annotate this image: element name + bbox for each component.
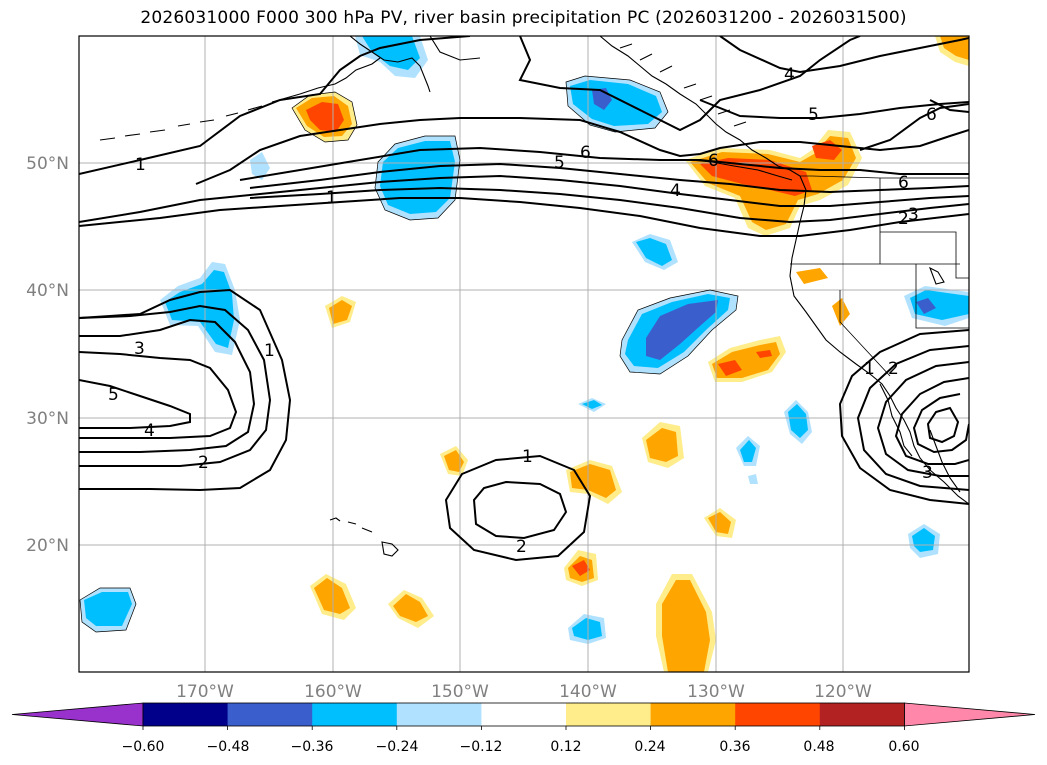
lon-label: 160°W: [304, 682, 362, 702]
lat-label: 20°N: [26, 536, 69, 556]
contour-label: 4: [670, 181, 681, 201]
colorbar-tick: −0.12: [460, 739, 503, 755]
contour-label: 1: [135, 155, 146, 175]
precip-anomaly-fill: [80, 36, 969, 672]
lat-labels: 50°N 40°N 30°N 20°N: [26, 154, 69, 556]
contour-label: 1: [522, 447, 533, 467]
colorbar-tick: 0.60: [888, 739, 919, 755]
colorbar-swatch: [481, 703, 567, 726]
contour-label: 5: [808, 105, 819, 125]
contour-label: 4: [784, 65, 795, 85]
lon-label: 120°W: [814, 682, 872, 702]
contour-label: 5: [554, 153, 565, 173]
colorbar-swatch: [735, 703, 821, 726]
contour-label: 3: [908, 205, 919, 225]
lon-label: 150°W: [431, 682, 489, 702]
colorbar-swatch: [819, 703, 905, 726]
contour-label: 1: [264, 341, 275, 361]
contour-label: 5: [108, 385, 119, 405]
colorbar-tick: −0.48: [207, 739, 250, 755]
contour-label: 6: [708, 151, 719, 171]
precip-outline: [79, 75, 739, 633]
contour-label: 2: [888, 359, 899, 379]
contour-label: 3: [134, 339, 145, 359]
colorbar-tick: 0.48: [803, 739, 834, 755]
colorbar-tick: 0.36: [719, 739, 750, 755]
lat-label: 50°N: [26, 154, 69, 174]
contour-label: 2: [198, 453, 209, 473]
lon-label: 140°W: [559, 682, 617, 702]
colorbar-extend-low: [11, 702, 144, 727]
colorbar-tick: −0.36: [291, 739, 334, 755]
colorbar-tick: −0.24: [376, 739, 419, 755]
colorbar-swatch: [143, 703, 229, 726]
colorbar-frame: [142, 702, 905, 727]
colorbar-swatch: [650, 703, 736, 726]
colorbar-swatch: [396, 703, 482, 726]
contour-label: 3: [922, 463, 933, 483]
lon-label: 170°W: [176, 682, 234, 702]
contour-label: 6: [580, 143, 591, 163]
lon-label: 130°W: [687, 682, 745, 702]
contour-label: 2: [516, 537, 527, 557]
colorbar-tick: 0.24: [634, 739, 665, 755]
contour-label: 6: [926, 105, 937, 125]
contour-label: 6: [898, 173, 909, 193]
colorbar-tick: 0.12: [550, 739, 581, 755]
contour-label: 2: [898, 209, 909, 229]
plot-frame: [78, 35, 970, 673]
lon-labels: 170°W 160°W 150°W 140°W 130°W 120°W: [176, 682, 872, 702]
map-title: 2026031000 F000 300 hPa PV, river basin …: [140, 8, 907, 28]
contour-label: 1: [864, 359, 875, 379]
lat-label: 40°N: [26, 281, 69, 301]
colorbar-swatch: [312, 703, 398, 726]
contour-label: 4: [144, 421, 155, 441]
contour-label: 1: [326, 188, 337, 208]
colorbar-tick: −0.60: [122, 739, 165, 755]
contour-labels: 1 1 1 1 1 2 2 2 2 3 3 3 4 4 4 5 5 5 6 6 …: [108, 65, 937, 557]
colorbar: −0.60 −0.48 −0.36 −0.24 −0.12 0.12 0.24 …: [11, 702, 1036, 755]
colorbar-extend-high: [904, 702, 1036, 727]
lat-label: 30°N: [26, 409, 69, 429]
pv-contours: [79, 36, 969, 562]
colorbar-swatch: [566, 703, 652, 726]
colorbar-swatch: [227, 703, 313, 726]
